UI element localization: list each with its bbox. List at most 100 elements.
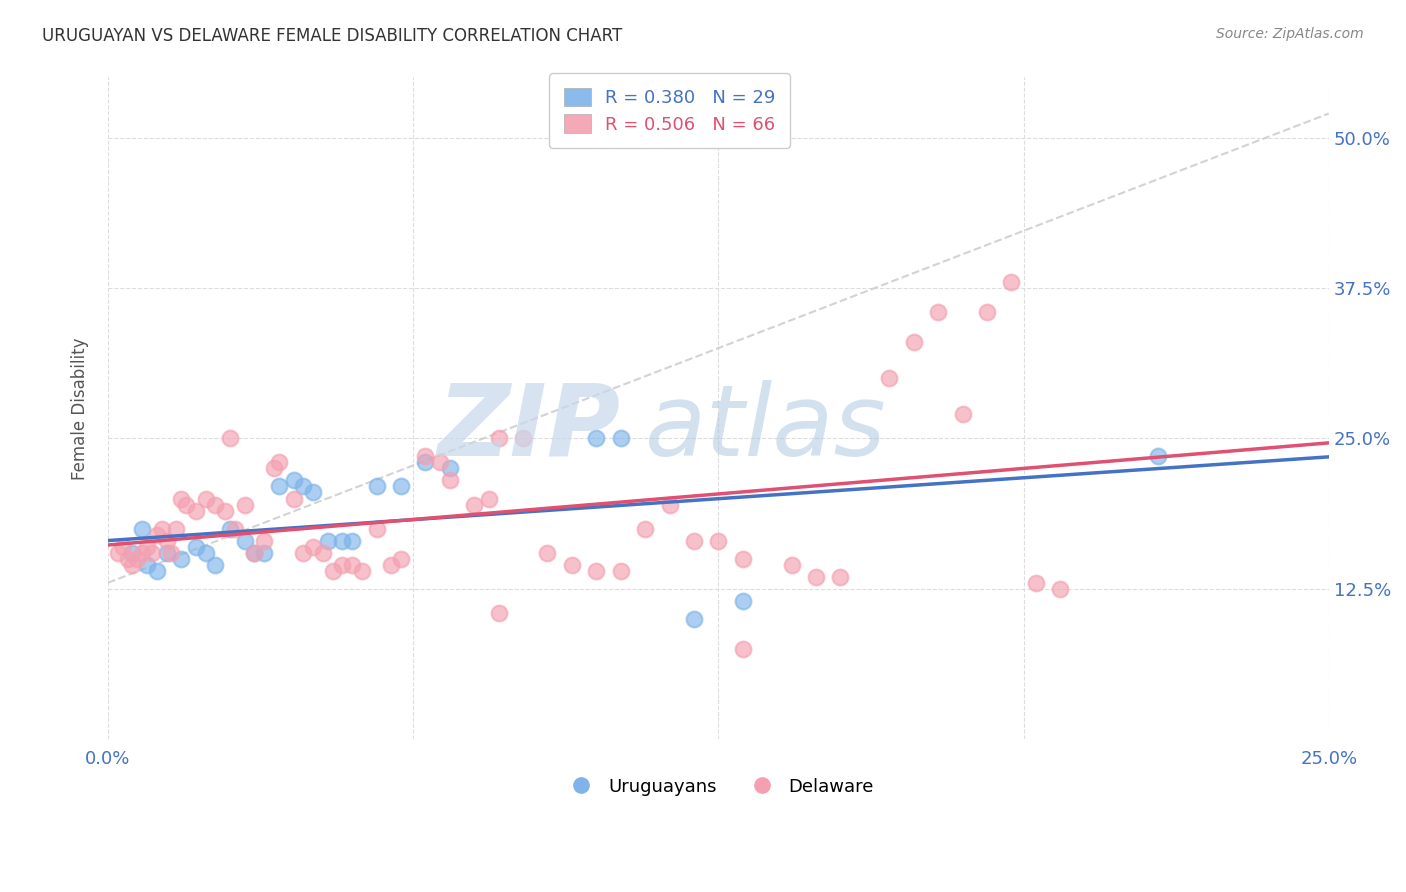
Point xyxy=(150,522,173,536)
Point xyxy=(121,558,143,572)
Point xyxy=(332,558,354,572)
Point xyxy=(389,551,412,566)
Point xyxy=(136,540,159,554)
Point xyxy=(292,546,315,560)
Point xyxy=(380,558,402,572)
Text: Source: ZipAtlas.com: Source: ZipAtlas.com xyxy=(1216,27,1364,41)
Point xyxy=(683,533,706,548)
Point xyxy=(302,485,325,500)
Point xyxy=(111,540,134,554)
Point xyxy=(415,450,437,464)
Y-axis label: Female Disability: Female Disability xyxy=(72,337,89,480)
Point xyxy=(214,503,236,517)
Point xyxy=(302,540,325,554)
Point xyxy=(1025,575,1047,590)
Point xyxy=(194,546,217,560)
Point xyxy=(340,558,363,572)
Point xyxy=(253,533,276,548)
Point xyxy=(121,546,143,560)
Point xyxy=(131,546,153,560)
Point xyxy=(204,498,226,512)
Point xyxy=(127,551,149,566)
Point xyxy=(146,527,169,541)
Point xyxy=(174,498,197,512)
Point xyxy=(332,533,354,548)
Point xyxy=(731,641,754,656)
Point xyxy=(267,455,290,469)
Point xyxy=(439,474,461,488)
Point xyxy=(488,431,510,445)
Point xyxy=(609,431,631,445)
Point xyxy=(976,305,998,319)
Point xyxy=(219,431,242,445)
Point xyxy=(263,461,285,475)
Point xyxy=(683,612,706,626)
Point xyxy=(233,533,256,548)
Point xyxy=(731,594,754,608)
Point xyxy=(155,546,177,560)
Point xyxy=(136,558,159,572)
Point xyxy=(536,546,558,560)
Point xyxy=(707,533,730,548)
Point xyxy=(107,546,129,560)
Point xyxy=(283,491,305,506)
Point xyxy=(830,570,852,584)
Point xyxy=(634,522,657,536)
Point xyxy=(316,533,339,548)
Point xyxy=(439,461,461,475)
Point xyxy=(609,564,631,578)
Text: URUGUAYAN VS DELAWARE FEMALE DISABILITY CORRELATION CHART: URUGUAYAN VS DELAWARE FEMALE DISABILITY … xyxy=(42,27,623,45)
Point xyxy=(561,558,583,572)
Point xyxy=(804,570,827,584)
Point xyxy=(283,474,305,488)
Point xyxy=(131,522,153,536)
Point xyxy=(952,407,974,421)
Point xyxy=(731,551,754,566)
Point xyxy=(184,503,207,517)
Point xyxy=(146,564,169,578)
Point xyxy=(224,522,246,536)
Point xyxy=(194,491,217,506)
Point xyxy=(429,455,451,469)
Point xyxy=(165,522,187,536)
Point xyxy=(340,533,363,548)
Point xyxy=(1000,275,1022,289)
Legend: Uruguayans, Delaware: Uruguayans, Delaware xyxy=(555,771,882,803)
Point xyxy=(927,305,949,319)
Point xyxy=(366,479,388,493)
Point xyxy=(512,431,534,445)
Point xyxy=(415,455,437,469)
Point xyxy=(312,546,335,560)
Point xyxy=(488,606,510,620)
Point xyxy=(350,564,373,578)
Point xyxy=(366,522,388,536)
Point xyxy=(233,498,256,512)
Point xyxy=(389,479,412,493)
Point xyxy=(243,546,266,560)
Point xyxy=(1147,450,1170,464)
Point xyxy=(463,498,485,512)
Point xyxy=(170,551,193,566)
Point xyxy=(117,551,139,566)
Point xyxy=(877,371,900,385)
Point xyxy=(160,546,183,560)
Point xyxy=(658,498,681,512)
Point xyxy=(155,533,177,548)
Point xyxy=(253,546,276,560)
Point xyxy=(903,335,925,350)
Point xyxy=(204,558,226,572)
Point xyxy=(292,479,315,493)
Point xyxy=(184,540,207,554)
Point xyxy=(478,491,501,506)
Point xyxy=(170,491,193,506)
Text: ZIP: ZIP xyxy=(437,380,620,476)
Point xyxy=(780,558,803,572)
Point xyxy=(322,564,344,578)
Point xyxy=(267,479,290,493)
Text: atlas: atlas xyxy=(645,380,887,476)
Point xyxy=(243,546,266,560)
Point xyxy=(1049,582,1071,596)
Point xyxy=(585,431,607,445)
Point xyxy=(219,522,242,536)
Point xyxy=(585,564,607,578)
